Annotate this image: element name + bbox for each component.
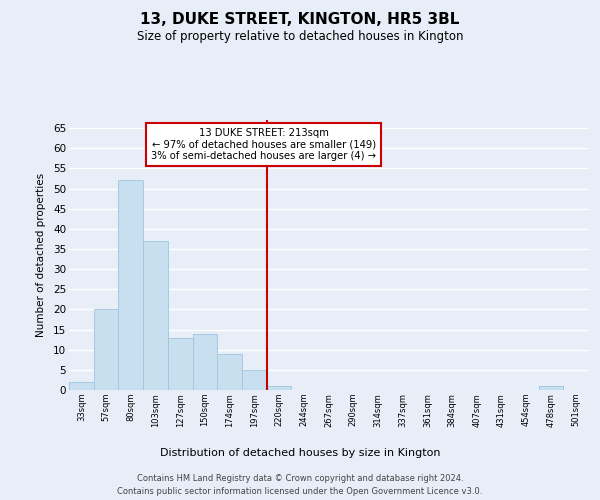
Y-axis label: Number of detached properties: Number of detached properties xyxy=(36,173,46,337)
Bar xyxy=(217,354,242,390)
Bar xyxy=(539,386,563,390)
Bar xyxy=(539,386,563,390)
Text: Distribution of detached houses by size in Kington: Distribution of detached houses by size … xyxy=(160,448,440,458)
Bar xyxy=(94,310,118,390)
Text: Size of property relative to detached houses in Kington: Size of property relative to detached ho… xyxy=(137,30,463,43)
Text: 13, DUKE STREET, KINGTON, HR5 3BL: 13, DUKE STREET, KINGTON, HR5 3BL xyxy=(140,12,460,28)
Text: 13 DUKE STREET: 213sqm
← 97% of detached houses are smaller (149)
3% of semi-det: 13 DUKE STREET: 213sqm ← 97% of detached… xyxy=(151,128,376,162)
Bar xyxy=(118,180,143,390)
Bar xyxy=(168,338,193,390)
Bar xyxy=(267,386,292,390)
Bar xyxy=(143,241,168,390)
Bar xyxy=(193,334,217,390)
Bar xyxy=(242,370,267,390)
Bar xyxy=(69,382,94,390)
Text: Contains HM Land Registry data © Crown copyright and database right 2024.: Contains HM Land Registry data © Crown c… xyxy=(137,474,463,483)
Text: Contains public sector information licensed under the Open Government Licence v3: Contains public sector information licen… xyxy=(118,488,482,496)
